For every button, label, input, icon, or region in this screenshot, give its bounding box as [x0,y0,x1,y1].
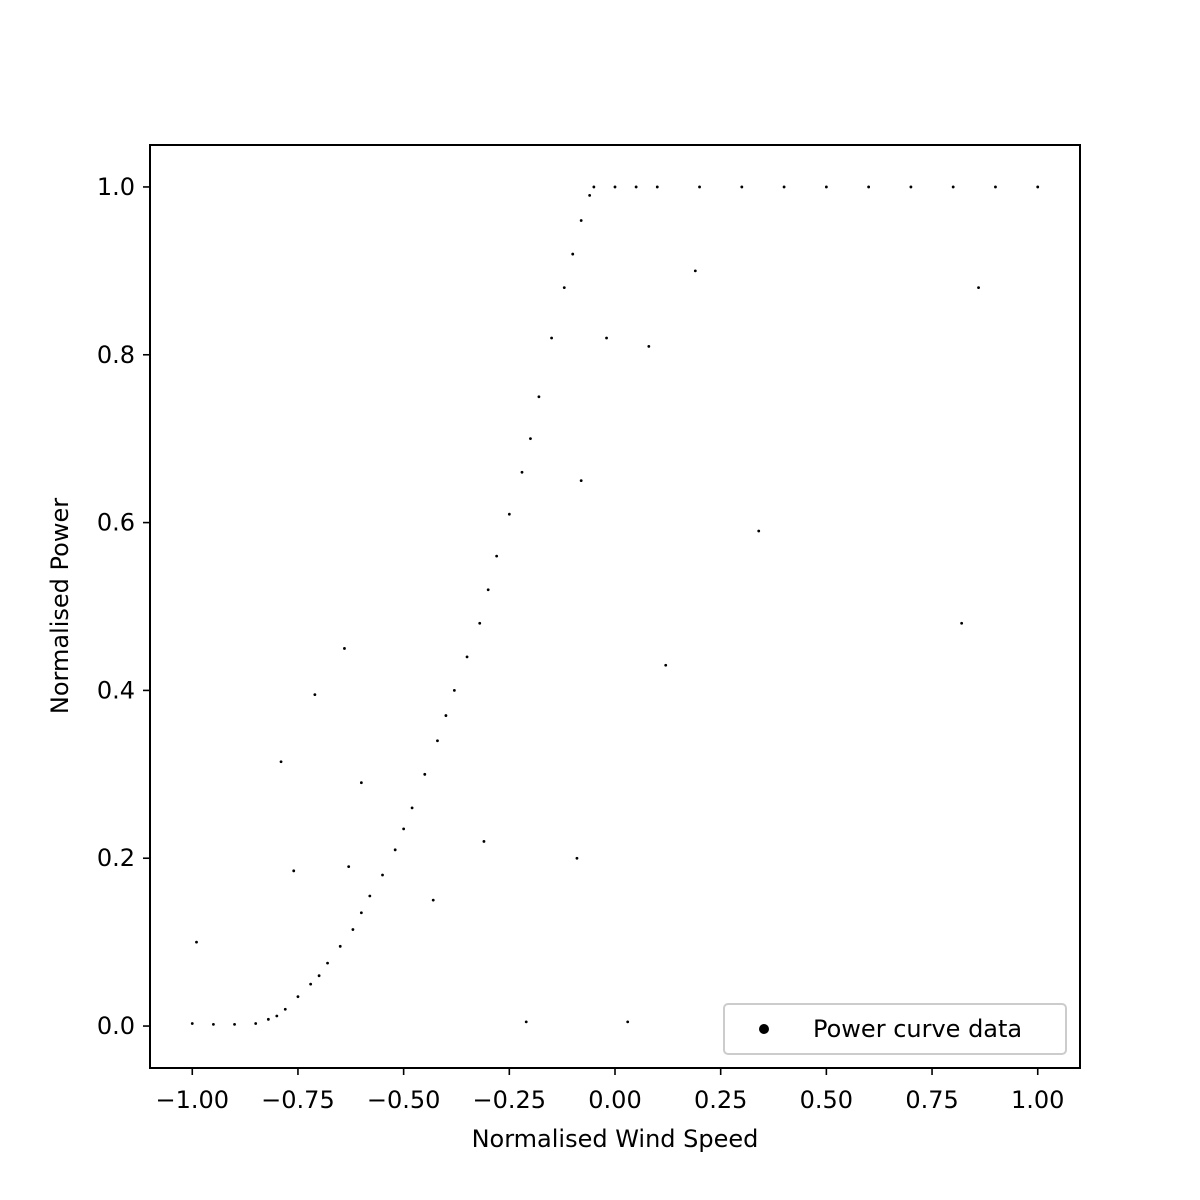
data-point [740,185,744,189]
data-point [867,185,871,189]
data-point [824,185,828,189]
data-point [283,1007,287,1011]
data-point [313,693,317,697]
x-tick-label: −1.00 [155,1086,229,1114]
data-point [212,1022,215,1026]
x-tick-label: −0.25 [473,1086,547,1114]
data-point [579,479,583,483]
data-point [550,336,553,340]
data-point [254,1022,258,1025]
data-point [951,185,955,189]
data-point [423,772,427,776]
data-point [1036,185,1040,189]
y-tick-label: 0.8 [97,341,135,369]
y-tick-label: 0.4 [97,676,135,704]
data-point [782,185,786,189]
data-point [431,898,435,902]
points-layer [190,185,1040,1026]
data-point [326,961,329,965]
data-point [296,995,300,999]
data-point [486,588,490,592]
y-tick-label: 1.0 [97,173,135,201]
data-point [579,219,583,222]
data-point [520,470,524,474]
legend-label: Power curve data [813,1015,1022,1043]
y-tick-label: 0.6 [97,509,135,537]
data-point [960,621,964,625]
data-point [351,928,355,931]
data-point [495,554,499,558]
x-tick-label: 0.50 [800,1086,853,1114]
x-tick-label: 1.00 [1011,1086,1064,1114]
data-point [368,894,372,898]
data-point [909,185,913,189]
data-point [592,185,596,189]
data-point [571,252,575,256]
data-point [613,185,617,189]
data-point [757,529,761,533]
data-point [309,982,313,986]
data-point [402,827,406,831]
data-point [317,974,321,978]
y-axis-ticks: 0.0 0.2 0.4 0.6 0.8 1.0 [97,173,150,1040]
data-point [655,185,659,189]
y-tick-label: 0.0 [97,1012,135,1040]
legend-marker [759,1024,769,1034]
data-point [977,286,980,290]
data-point [693,269,697,273]
data-point [537,395,541,399]
x-tick-label: 0.00 [588,1086,641,1114]
x-tick-label: 0.75 [905,1086,958,1114]
data-point [562,286,566,290]
data-point [507,512,511,516]
data-point [529,437,532,441]
data-point [465,655,469,659]
data-point [605,336,608,340]
data-point [190,1022,194,1025]
data-point [343,647,346,650]
data-point [478,621,482,625]
data-point [634,185,638,189]
x-tick-label: −0.75 [261,1086,335,1114]
plot-frame [149,144,1081,1069]
legend-box [723,1003,1067,1055]
x-axis-label: Normalised Wind Speed [472,1125,759,1153]
data-point [381,873,384,877]
data-point [275,1014,279,1018]
data-point [410,806,414,810]
data-point [647,344,651,348]
legend: Power curve data [723,1003,1067,1055]
data-point [279,760,283,764]
data-point [338,944,342,948]
data-point [626,1020,630,1024]
data-point [994,185,997,189]
data-point [195,940,198,944]
data-point [452,689,456,692]
x-tick-label: −0.50 [367,1086,441,1114]
y-axis-label: Normalised Power [46,498,74,714]
data-point [359,781,363,785]
data-point [575,856,579,860]
data-point [482,840,486,843]
data-point [524,1020,528,1024]
data-point [444,714,448,717]
data-point [359,911,363,915]
data-point [436,739,439,743]
data-point [292,869,296,873]
x-tick-label: 0.25 [694,1086,747,1114]
data-point [233,1022,236,1026]
data-point [266,1017,270,1021]
data-point [664,663,668,667]
y-tick-label: 0.2 [97,844,135,872]
x-axis-ticks: −1.00 −0.75 −0.50 −0.25 0.00 0.25 0.50 0.75 1.00 [155,1068,1064,1114]
data-point [588,193,592,197]
data-point [393,848,397,852]
data-point [347,865,351,869]
data-point [698,185,701,189]
